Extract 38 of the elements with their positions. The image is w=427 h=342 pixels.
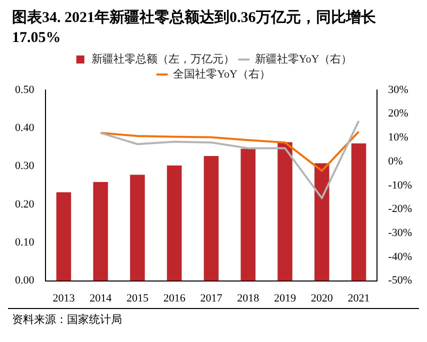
legend-label: 新疆社零总额（左，万亿元） (91, 52, 234, 66)
y2-tick-label: 30% (388, 84, 408, 96)
x-tick-label: 2019 (274, 292, 296, 304)
y-tick-label: 0.20 (15, 198, 35, 210)
y-tick-label: 0.40 (15, 122, 35, 134)
x-tick-label: 2017 (200, 292, 223, 304)
x-tick-label: 2020 (310, 292, 334, 304)
text: 资料来源：国家统计局 (12, 314, 122, 326)
bar (130, 174, 145, 281)
x-tick-label: 2014 (90, 292, 112, 304)
y2-tick-label: -10% (388, 179, 412, 192)
bar (93, 182, 108, 281)
y-tick-label: 0.10 (15, 236, 35, 249)
x-tick-label: 2013 (52, 292, 76, 304)
legend-label: 全国社零YoY（右） (173, 67, 270, 80)
bar (166, 166, 182, 281)
x-tick-label: 2016 (163, 292, 186, 304)
bar (278, 142, 292, 281)
bar (240, 148, 256, 281)
chart-title: 图表34. 2021年新疆社零总额达到0.36万亿元，同比增长17.05% (11, 8, 377, 48)
y2-tick-label: 10% (388, 132, 408, 144)
legend-label: 新疆社零YoY（右） (254, 52, 352, 66)
y2-tick-label: -40% (388, 250, 412, 263)
x-tick-label: 2021 (348, 292, 370, 304)
y-tick-label: 0.50 (15, 84, 35, 96)
y2-tick-label: 0% (388, 155, 403, 168)
y2-tick-label: -50% (388, 274, 412, 287)
x-tick-label: 2018 (237, 292, 260, 304)
y2-tick-label: -30% (388, 226, 412, 239)
y2-tick-label: -20% (388, 203, 412, 216)
bar (351, 143, 366, 281)
bar (204, 156, 219, 281)
bar (314, 163, 330, 281)
y-tick-label: 0.00 (15, 274, 35, 287)
y2-tick-label: 20% (388, 108, 408, 120)
bar (56, 192, 72, 281)
x-tick-label: 2015 (126, 292, 149, 304)
y-tick-label: 0.30 (15, 160, 35, 172)
